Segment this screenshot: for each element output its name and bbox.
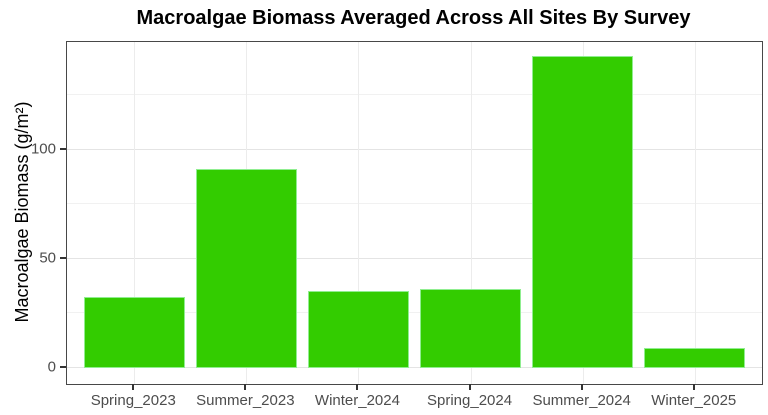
- x-tick-label: Summer_2023: [196, 392, 295, 409]
- x-tick-label: Spring_2023: [90, 392, 176, 409]
- y-gridline-minor: [67, 203, 762, 205]
- y-gridline-minor: [67, 312, 762, 314]
- y-gridline-minor: [67, 94, 762, 96]
- x-tick: [580, 384, 583, 390]
- x-tick: [356, 384, 359, 390]
- y-tick-label: 0: [47, 358, 56, 376]
- x-gridline: [470, 42, 472, 384]
- bar-Spring_2023: [83, 296, 185, 368]
- x-tick-label: Winter_2025: [651, 392, 737, 409]
- bar-Summer_2024: [532, 56, 634, 368]
- x-tick: [132, 384, 135, 390]
- bar-Spring_2024: [420, 289, 521, 368]
- plot-panel: [66, 41, 763, 385]
- chart-title: Macroalgae Biomass Averaged Across All S…: [136, 7, 691, 29]
- y-tick: [60, 147, 66, 150]
- x-tick-label: Winter_2024: [314, 392, 400, 409]
- x-gridline: [134, 42, 136, 384]
- y-axis: 0 50 100: [0, 41, 66, 383]
- bar-Winter_2025: [644, 348, 746, 368]
- y-gridline-major: [67, 148, 762, 150]
- bar-Summer_2023: [195, 169, 297, 368]
- x-tick: [692, 384, 695, 390]
- bar-Winter_2024: [308, 291, 409, 368]
- x-tick: [244, 384, 247, 390]
- y-tick-label: 100: [30, 140, 56, 158]
- y-tick: [60, 365, 66, 368]
- x-gridline: [358, 42, 360, 384]
- x-tick-label: Spring_2024: [427, 392, 513, 409]
- x-axis: Spring_2023 Summer_2023 Winter_2024 Spring_…: [66, 384, 761, 414]
- y-gridline-major: [67, 366, 762, 368]
- x-gridline: [694, 42, 696, 384]
- y-gridline-major: [67, 257, 762, 259]
- y-tick: [60, 256, 66, 259]
- y-tick-label: 50: [39, 249, 56, 267]
- x-tick-label: Summer_2024: [532, 392, 631, 409]
- x-tick: [468, 384, 471, 390]
